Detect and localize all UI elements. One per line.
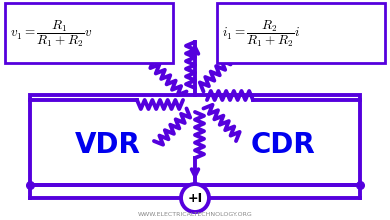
Circle shape <box>181 184 209 212</box>
Bar <box>30 95 360 185</box>
Text: +I: +I <box>188 192 202 205</box>
Text: CDR: CDR <box>250 131 315 159</box>
Text: WWW.ELECTRICALTECHNOLOGY.ORG: WWW.ELECTRICALTECHNOLOGY.ORG <box>138 213 252 218</box>
Text: $v_1 = \dfrac{R_1}{R_1+R_2}v$: $v_1 = \dfrac{R_1}{R_1+R_2}v$ <box>10 19 92 49</box>
FancyBboxPatch shape <box>217 3 385 63</box>
Text: $i_1 = \dfrac{R_2}{R_1+R_2}i$: $i_1 = \dfrac{R_2}{R_1+R_2}i$ <box>222 19 300 49</box>
Text: VDR: VDR <box>74 131 140 159</box>
FancyBboxPatch shape <box>5 3 173 63</box>
